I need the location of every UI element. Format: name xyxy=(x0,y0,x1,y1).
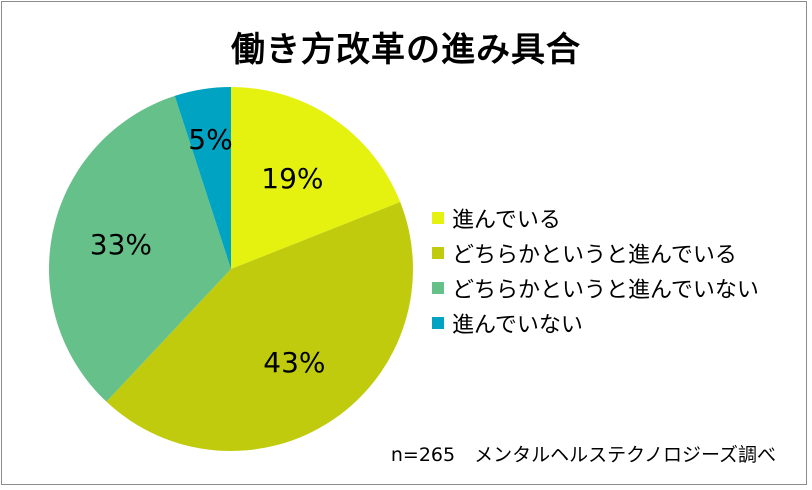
legend-swatch xyxy=(432,211,444,224)
legend-label: どちらかというと進んでいる xyxy=(452,242,737,268)
legend-item: 進んでいる xyxy=(432,200,802,235)
legend-swatch xyxy=(432,316,444,329)
legend-swatch xyxy=(432,246,444,259)
legend: 進んでいる どちらかというと進んでいる どちらかというと進んでいない 進んでいな… xyxy=(432,200,802,340)
legend-label: 進んでいる xyxy=(452,207,561,233)
footnote: n=265 メンタルヘルステクノロジーズ調べ xyxy=(390,444,776,466)
pie-data-label: 19% xyxy=(261,162,323,195)
pie-data-label: 5% xyxy=(188,123,232,156)
pie-slice xyxy=(174,87,231,269)
legend-label: どちらかというと進んでいない xyxy=(452,277,759,303)
legend-item: どちらかというと進んでいない xyxy=(432,270,802,305)
pie-slice xyxy=(106,202,414,452)
pie-slice xyxy=(231,87,401,269)
pie-data-label: 33% xyxy=(90,228,152,261)
legend-item: どちらかというと進んでいる xyxy=(432,235,802,270)
legend-label: 進んでいない xyxy=(452,312,583,338)
pie-data-label: 43% xyxy=(263,346,325,379)
legend-item: 進んでいない xyxy=(432,305,802,340)
legend-swatch xyxy=(432,281,444,294)
pie-slices xyxy=(49,87,414,452)
chart-title: 働き方改革の進み具合 xyxy=(231,30,581,70)
pie-data-labels: 19% 43% 33% 5% xyxy=(90,123,326,379)
pie-slice xyxy=(49,95,231,402)
